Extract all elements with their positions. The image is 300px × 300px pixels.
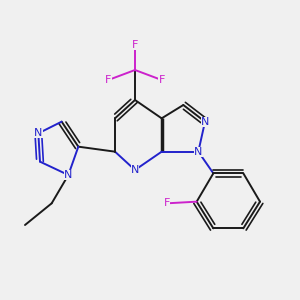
Text: F: F — [164, 198, 170, 208]
Text: F: F — [105, 75, 112, 85]
Text: N: N — [194, 147, 202, 157]
Text: N: N — [64, 170, 73, 180]
Text: N: N — [201, 117, 209, 127]
Text: N: N — [34, 128, 43, 138]
Text: F: F — [132, 40, 138, 50]
Text: N: N — [131, 165, 139, 175]
Text: F: F — [158, 75, 165, 85]
